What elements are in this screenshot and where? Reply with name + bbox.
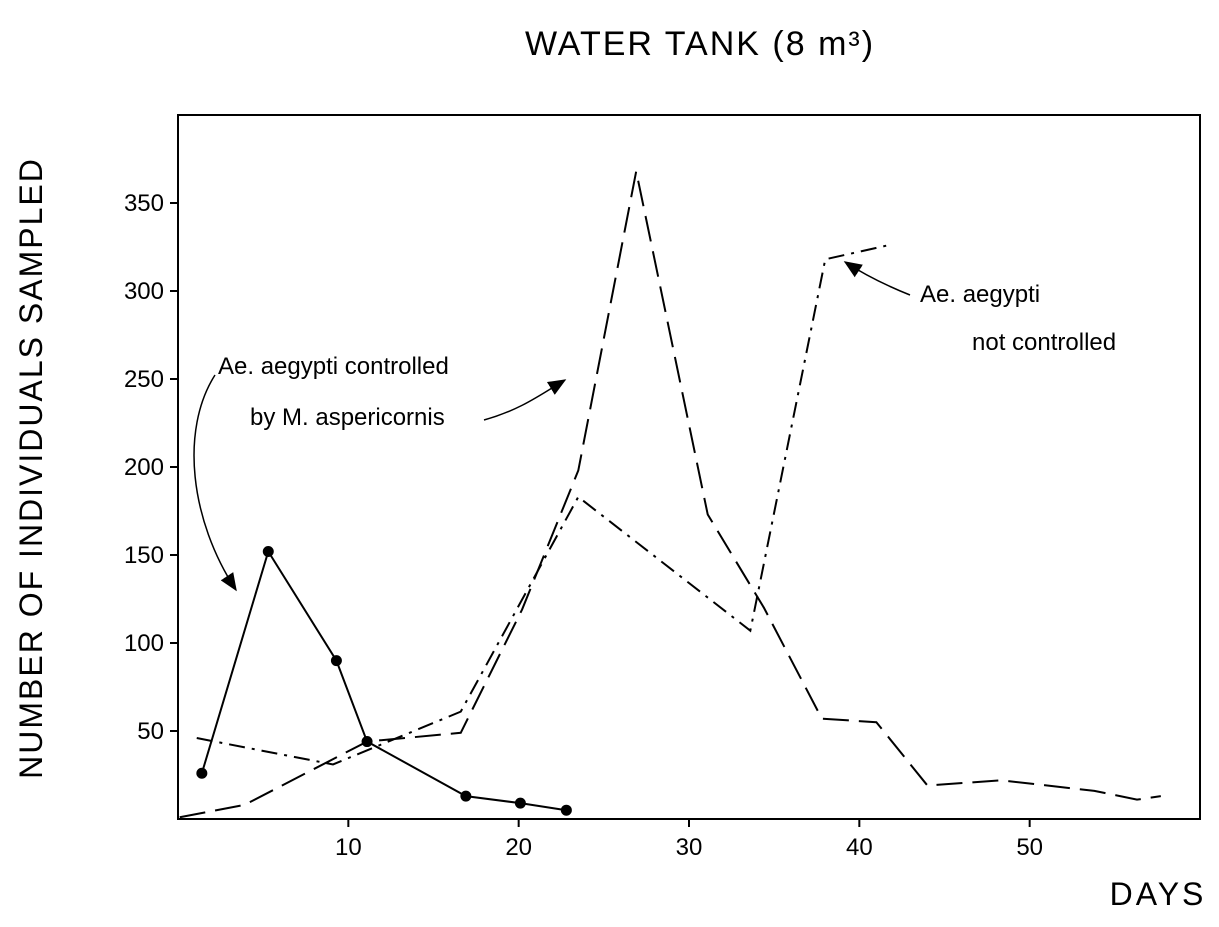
y-tick-label: 300 [124, 278, 164, 305]
data-point [330, 655, 342, 667]
annotation-arrow [843, 261, 911, 296]
series-line [179, 171, 1161, 819]
series-line [196, 244, 889, 766]
data-point [560, 804, 572, 816]
y-tick-label: 350 [124, 190, 164, 217]
chart-title: WATER TANK (8 m³) [525, 25, 875, 63]
annotation-arrow [193, 374, 237, 592]
x-tick-label: 50 [1016, 834, 1043, 861]
series-line [200, 549, 567, 812]
y-tick-label: 250 [124, 366, 164, 393]
annotation: by M. aspericornis [250, 404, 445, 431]
annotation-arrow [483, 379, 567, 421]
y-tick-label: 150 [124, 542, 164, 569]
y-tick-label: 100 [124, 630, 164, 657]
annotation: not controlled [972, 329, 1116, 356]
data-point [262, 545, 274, 557]
annotation: Ae. aegypti [920, 281, 1040, 308]
data-point [514, 797, 526, 809]
x-tick-label: 40 [846, 834, 873, 861]
x-tick-label: 10 [335, 834, 362, 861]
data-point [196, 767, 208, 779]
y-tick-label: 200 [124, 454, 164, 481]
data-point [460, 790, 472, 802]
plot-frame [177, 114, 1201, 820]
y-axis-label: NUMBER OF INDIVIDUALS SAMPLED [13, 157, 49, 779]
annotation: Ae. aegypti controlled [218, 353, 449, 380]
x-axis-label: DAYS [1110, 876, 1207, 912]
x-tick-label: 30 [676, 834, 703, 861]
x-tick-label: 20 [505, 834, 532, 861]
y-tick-label: 50 [137, 718, 164, 745]
